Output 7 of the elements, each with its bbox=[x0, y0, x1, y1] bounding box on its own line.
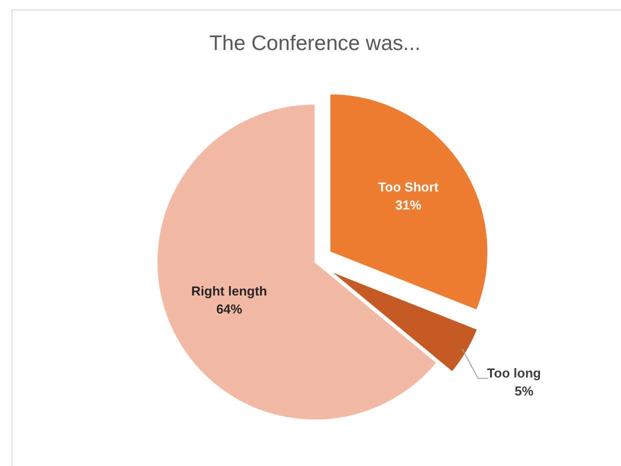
slice-label: Too Short bbox=[378, 180, 440, 195]
data-label: 5% bbox=[514, 383, 534, 398]
data-label: 31% bbox=[395, 198, 422, 213]
slice-label: Right length bbox=[191, 283, 268, 298]
chart-title: The Conference was... bbox=[209, 32, 421, 55]
data-label: 64% bbox=[216, 301, 243, 316]
slice-label: Too long bbox=[487, 365, 542, 380]
